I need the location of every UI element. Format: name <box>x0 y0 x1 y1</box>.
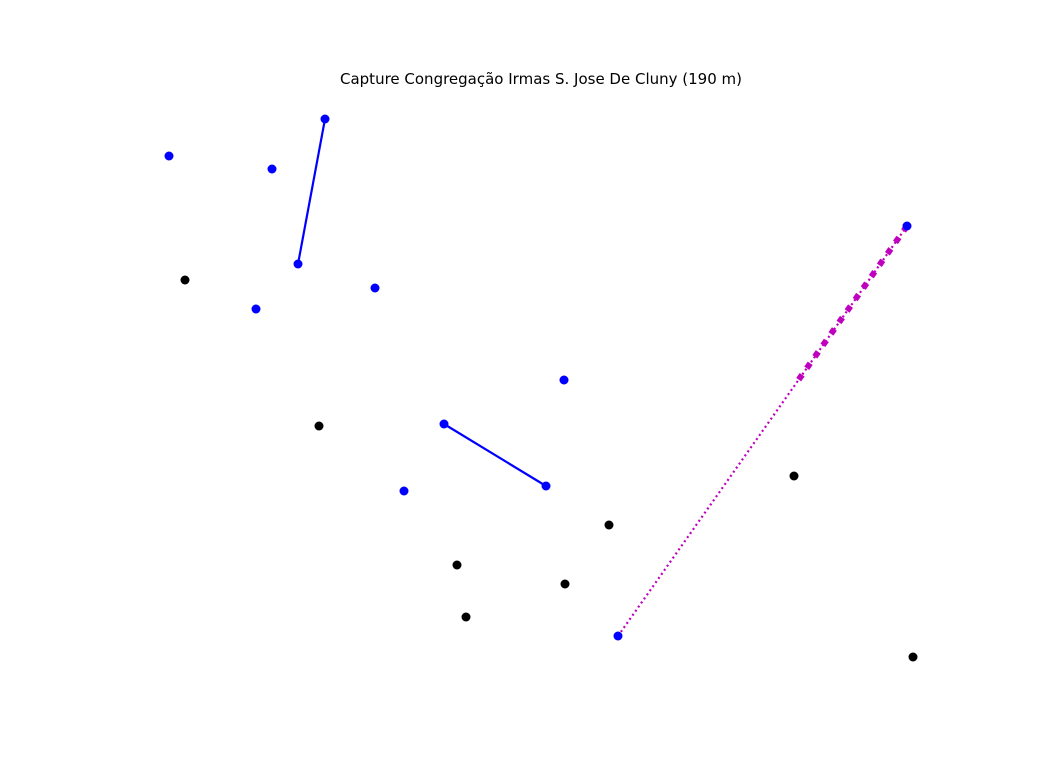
blue-point <box>559 375 569 385</box>
black-point <box>789 471 799 481</box>
magenta-path-endpoint <box>902 221 912 231</box>
black-point <box>604 520 614 530</box>
black-point <box>908 652 918 662</box>
blue-point <box>267 164 277 174</box>
blue-segment-endpoint <box>293 259 303 269</box>
blue-point <box>251 304 261 314</box>
black-point <box>452 560 462 570</box>
blue-point <box>164 151 174 161</box>
black-point <box>314 421 324 431</box>
black-point <box>180 275 190 285</box>
magenta-dotted-line <box>617 225 908 637</box>
magenta-thick-dashed-line <box>791 224 910 388</box>
blue-segment-2 <box>443 423 547 487</box>
point-layer <box>164 114 918 662</box>
line-layer <box>296 118 910 637</box>
blue-segment-endpoint <box>439 419 449 429</box>
blue-segment-endpoint <box>320 114 330 124</box>
blue-segment-1 <box>296 118 327 265</box>
magenta-path-endpoint <box>613 631 623 641</box>
blue-segment-endpoint <box>541 481 551 491</box>
chart-title: Capture Congregação Irmas S. Jose De Clu… <box>340 70 742 88</box>
black-point <box>560 579 570 589</box>
blue-point <box>370 283 380 293</box>
black-point <box>461 612 471 622</box>
blue-point <box>399 486 409 496</box>
